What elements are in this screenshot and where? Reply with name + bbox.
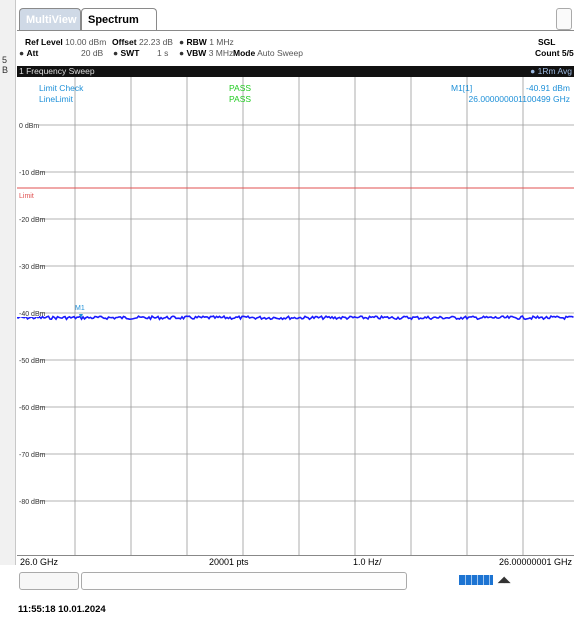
rbw: ● RBW 1 MHz (179, 37, 234, 47)
y-tick-label: -30 dBm (19, 264, 46, 271)
sweep-title-bar: 1 Frequency Sweep ● 1Rm Avg (17, 66, 574, 77)
marker-tag: M1 (75, 305, 85, 312)
sweep-points: 20001 pts (209, 556, 249, 569)
timestamp: 11:55:18 10.01.2024 (18, 604, 106, 615)
sweep-progress-bar (459, 575, 493, 585)
att: ● Att (19, 48, 38, 58)
y-tick-label: -20 dBm (19, 217, 46, 224)
tab-spectrum-label: Spectrum (88, 14, 139, 26)
left-panel-strip: 5 B (0, 0, 16, 565)
start-frequency: 26.0 GHz (20, 556, 58, 569)
marker-label: M1[1] (451, 83, 472, 93)
tab-multiview[interactable]: MultiView (19, 8, 81, 30)
swt: ● SWT (113, 48, 139, 58)
plot-svg: Limit M1 0 dBm -10 dBm -20 dBm -30 dBm -40 d… (17, 77, 574, 555)
y-tick-label: -10 dBm (19, 170, 46, 177)
att-value: 20 dB (81, 48, 103, 58)
line-limit-label: LineLimit (39, 94, 73, 104)
y-tick-label: -70 dBm (19, 452, 46, 459)
y-tick-label: -40 dBm (19, 311, 46, 318)
tab-spectrum[interactable]: Spectrum (81, 8, 157, 30)
tab-bar: MultiView Spectrum (17, 0, 574, 34)
limit-check-label: Limit Check (39, 83, 83, 93)
sweep-mode: Mode Auto Sweep (233, 48, 303, 58)
vbw: ● VBW 3 MHz (179, 48, 233, 58)
frequency-span-per-div: 1.0 Hz/ (353, 556, 382, 569)
tab-menu-dropdown-icon[interactable] (556, 8, 572, 30)
trace-label: ● 1Rm Avg (530, 66, 572, 77)
measurement-parameters: Ref Level 10.00 dBm Offset 22.23 dB ● RB… (17, 34, 574, 66)
offset: Offset 22.23 dB (112, 37, 173, 47)
ref-level: Ref Level 10.00 dBm (25, 37, 106, 47)
y-tick-label: 0 dBm (19, 123, 39, 130)
limit-check-result: PASS (229, 83, 251, 93)
status-field-left[interactable] (19, 572, 79, 590)
sweep-count: Count 5/5 (535, 48, 574, 58)
y-tick-label: -50 dBm (19, 358, 46, 365)
tab-multiview-label: MultiView (26, 14, 77, 26)
y-tick-label: -80 dBm (19, 499, 46, 506)
spectrum-window: MultiView Spectrum Ref Level 10.00 dBm O… (17, 0, 574, 600)
swt-value: 1 s (157, 48, 168, 58)
marker-level: -40.91 dBm (526, 83, 570, 93)
trace-line (17, 316, 574, 319)
stop-frequency: 26.00000001 GHz (499, 556, 572, 569)
sweep-status-icon: ◢◣ (498, 575, 510, 584)
y-tick-labels: 0 dBm -10 dBm -20 dBm -30 dBm -40 dBm -50 dBm… (17, 120, 46, 506)
sweep-title: 1 Frequency Sweep (19, 66, 95, 77)
spectrum-plot[interactable]: Limit M1 0 dBm -10 dBm -20 dBm -30 dBm -40 d… (17, 77, 574, 555)
tab-divider (17, 30, 574, 31)
left-strip-mark: B (2, 65, 8, 75)
line-limit-result: PASS (229, 94, 251, 104)
status-message-field[interactable] (81, 572, 407, 590)
limit-label: Limit (19, 193, 34, 200)
marker-frequency: 26.000000001100499 GHz (469, 94, 570, 104)
frequency-axis-bar: 26.0 GHz 20001 pts 1.0 Hz/ 26.00000001 G… (17, 555, 574, 571)
status-bar: ◢◣ (17, 570, 574, 590)
sgl-indicator: SGL (538, 37, 555, 47)
y-tick-label: -60 dBm (19, 405, 46, 412)
left-strip-mark: 5 (2, 55, 7, 65)
